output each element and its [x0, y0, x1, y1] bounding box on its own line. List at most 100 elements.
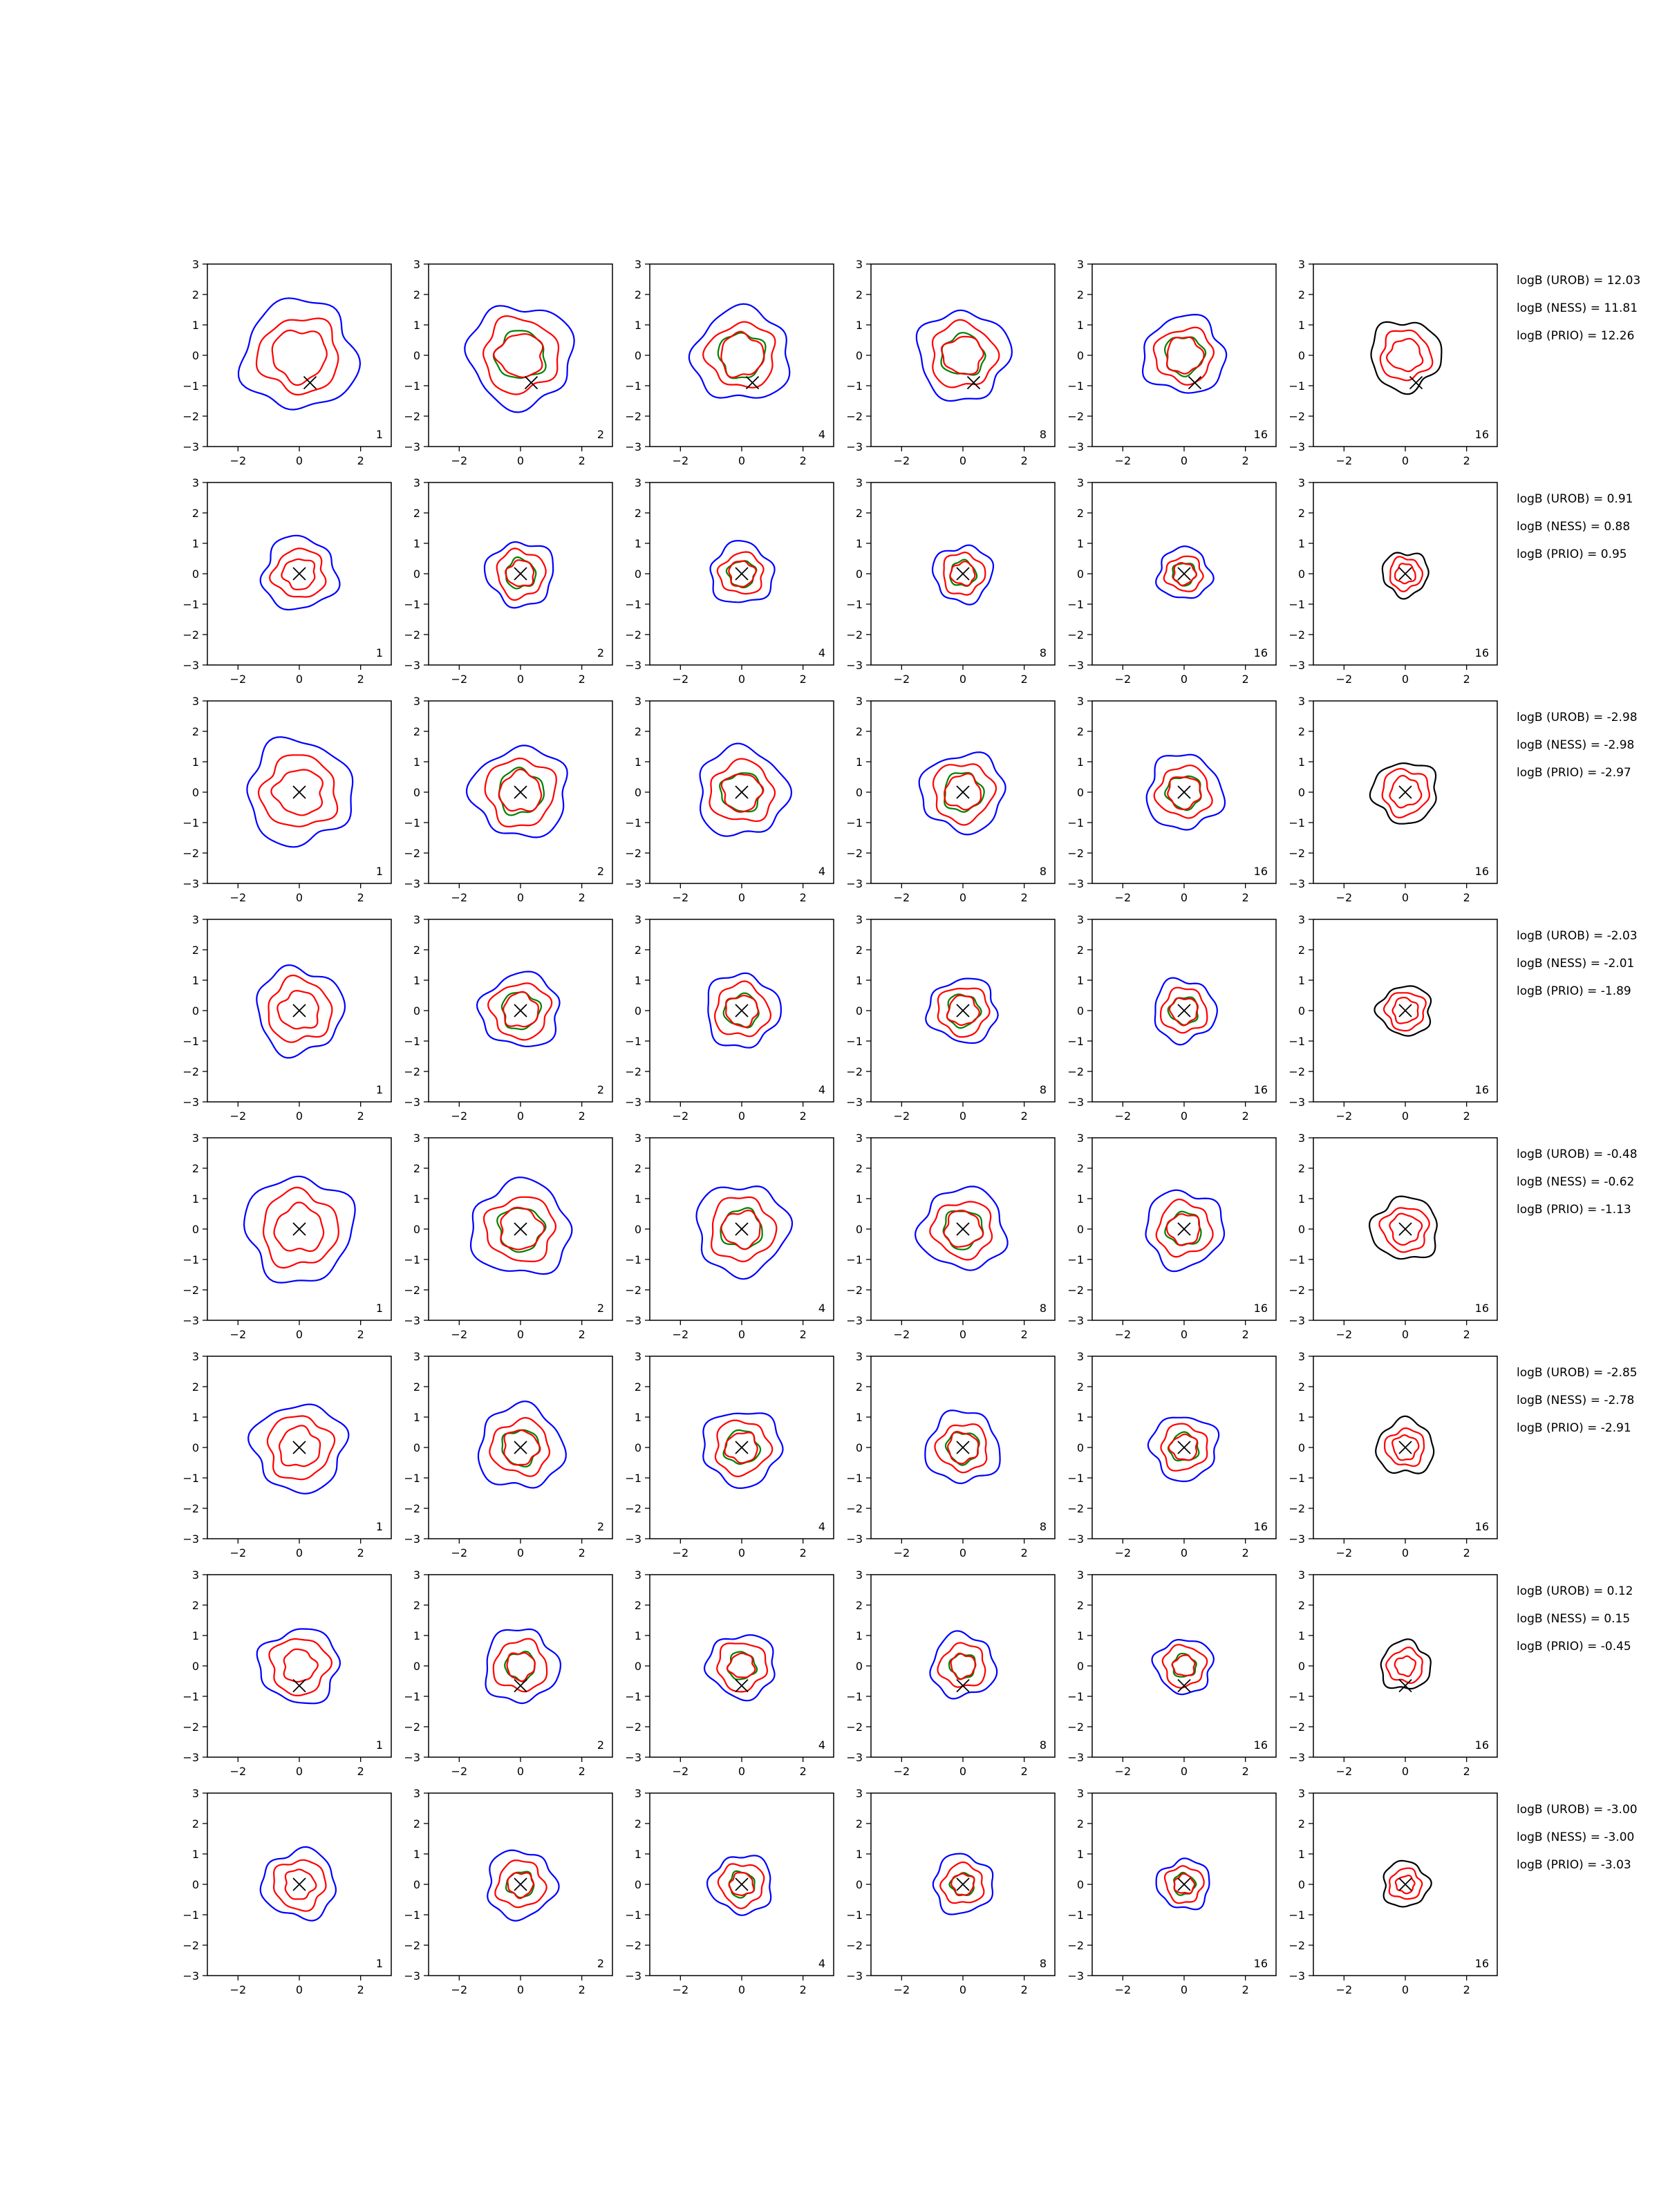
logb-annotation: logB (UROB) = 12.03 [1517, 274, 1641, 288]
contour-green [942, 1210, 984, 1250]
x-tick-label: 2 [1242, 1546, 1249, 1559]
panel-label: 2 [597, 1302, 604, 1315]
y-tick-label: −2 [1067, 1721, 1084, 1734]
contour-green [1172, 563, 1197, 587]
x-tick-label: −2 [894, 891, 910, 904]
y-tick-label: 3 [192, 258, 199, 271]
contour-green [719, 772, 764, 813]
contour-green [722, 992, 760, 1029]
x-tick-label: 0 [738, 1983, 745, 1996]
logb-annotation: logB (NESS) = 11.81 [1517, 301, 1638, 315]
contour-blue [1147, 1416, 1220, 1483]
panel-label: 2 [597, 1520, 604, 1533]
y-tick-label: 1 [192, 1192, 199, 1206]
y-tick-label: −1 [404, 1253, 420, 1266]
y-tick-label: −1 [1067, 1035, 1084, 1048]
y-tick-label: 3 [635, 1787, 641, 1800]
panel-label: 1 [376, 646, 383, 659]
x-tick-label: −2 [230, 454, 247, 467]
panel-label: 16 [1254, 646, 1268, 659]
contour-green [505, 1871, 535, 1899]
axes-frame [1313, 1574, 1498, 1758]
y-tick-label: −2 [625, 1284, 641, 1297]
contour-blue [929, 1630, 998, 1700]
center-marker [514, 1441, 527, 1454]
contour-red [1160, 986, 1208, 1034]
contour-blue [246, 736, 354, 848]
x-tick-label: −2 [230, 1109, 247, 1123]
center-marker [956, 1877, 970, 1891]
contour-green [944, 1432, 980, 1466]
x-tick-label: −2 [1115, 1983, 1132, 1996]
panel-r1-c5: 3 2 1 0 −1 −2 −3 −2 0 2 16 [1067, 258, 1277, 467]
y-tick-label: 1 [192, 974, 199, 987]
y-tick-label: −3 [846, 1969, 863, 1983]
center-marker [292, 1441, 306, 1454]
x-tick-label: 0 [517, 891, 524, 904]
y-tick-label: 2 [1298, 1817, 1305, 1830]
y-tick-label: 0 [1077, 1660, 1084, 1673]
contour-red [272, 1859, 327, 1912]
y-tick-label: −3 [625, 1314, 641, 1327]
x-tick-label: −2 [451, 1983, 468, 1996]
y-tick-label: −2 [846, 1939, 863, 1952]
center-marker [514, 1222, 527, 1236]
y-tick-label: 0 [1298, 568, 1305, 581]
y-tick-label: −2 [846, 1065, 863, 1078]
y-tick-label: −1 [846, 1253, 863, 1266]
center-marker [966, 375, 981, 390]
contour-red [1394, 1874, 1416, 1895]
y-tick-label: −2 [1288, 410, 1305, 423]
contour-red [702, 321, 776, 388]
y-tick-label: 0 [635, 349, 641, 362]
logb-annotation: logB (NESS) = -3.00 [1517, 1830, 1635, 1844]
y-tick-label: 0 [856, 1223, 863, 1236]
y-tick-label: −1 [625, 598, 641, 611]
x-tick-label: 2 [357, 1983, 364, 1996]
contour-red [1394, 1655, 1416, 1678]
x-tick-label: 2 [1242, 891, 1249, 904]
contour-red [1172, 562, 1197, 586]
x-tick-label: 2 [1463, 1765, 1470, 1778]
y-tick-label: 1 [1298, 319, 1305, 332]
panel-label: 2 [597, 1083, 604, 1096]
contour-red [1379, 329, 1434, 382]
y-tick-label: 0 [1298, 1223, 1305, 1236]
x-tick-label: 2 [357, 454, 364, 467]
contour-red [255, 317, 339, 396]
contour-red [937, 987, 991, 1038]
contour-red [726, 1652, 756, 1678]
y-tick-label: 0 [635, 1004, 641, 1018]
y-tick-label: 3 [635, 258, 641, 271]
contour-black [1374, 985, 1432, 1037]
panel-label: 4 [818, 1957, 825, 1970]
y-tick-label: −3 [182, 1533, 199, 1546]
y-tick-label: 1 [1077, 319, 1084, 332]
y-tick-label: −1 [182, 379, 199, 393]
y-tick-label: 1 [1077, 756, 1084, 769]
y-tick-label: −1 [1067, 1472, 1084, 1485]
y-tick-label: 1 [856, 319, 863, 332]
y-tick-label: −2 [1288, 1939, 1305, 1952]
logb-annotation: logB (NESS) = -2.78 [1517, 1394, 1635, 1407]
y-tick-label: −1 [182, 1909, 199, 1922]
y-tick-label: −2 [182, 1721, 199, 1734]
y-tick-label: −2 [404, 1065, 420, 1078]
y-tick-label: 2 [856, 944, 863, 957]
y-tick-label: 0 [635, 568, 641, 581]
contour-red [505, 559, 535, 588]
panel-label: 4 [818, 1302, 825, 1315]
y-tick-label: −1 [182, 816, 199, 830]
panel-label: 16 [1475, 1738, 1489, 1752]
y-tick-label: 2 [635, 1599, 641, 1612]
y-tick-label: 1 [856, 756, 863, 769]
y-tick-label: −2 [1067, 1939, 1084, 1952]
y-tick-label: −3 [1067, 877, 1084, 890]
x-tick-label: −2 [673, 891, 689, 904]
x-tick-label: 0 [517, 1328, 524, 1341]
x-tick-label: 0 [1402, 1983, 1409, 1996]
center-marker [1398, 785, 1412, 799]
center-marker [292, 1004, 306, 1018]
x-tick-label: 2 [357, 1546, 364, 1559]
